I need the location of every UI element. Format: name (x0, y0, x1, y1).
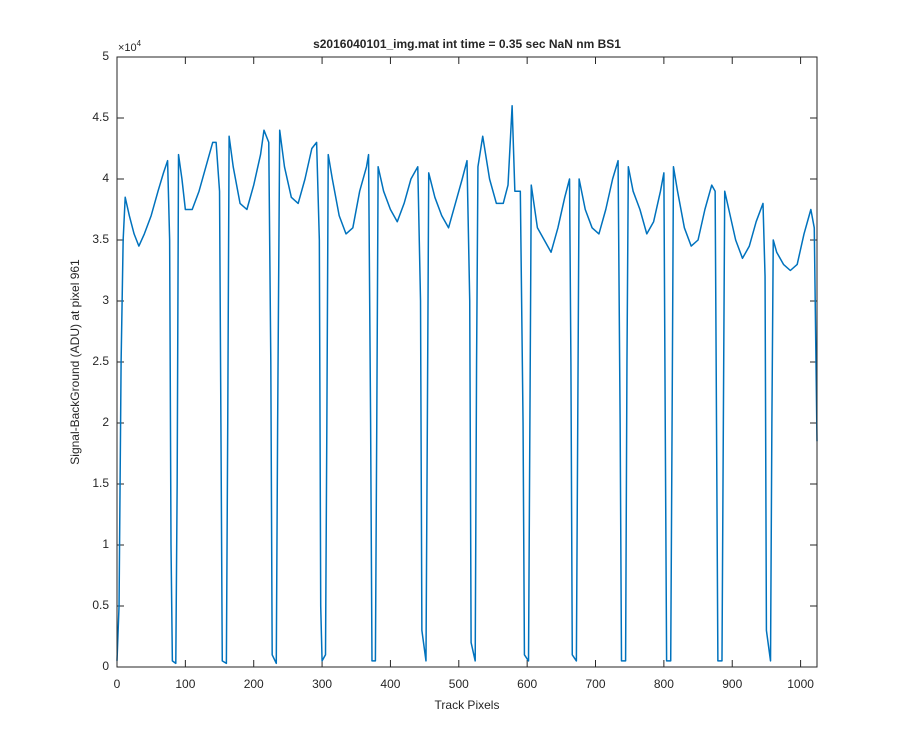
y-tick-label: 1 (102, 537, 109, 551)
x-tick-label: 500 (449, 677, 469, 691)
x-tick-label: 700 (586, 677, 606, 691)
y-tick-label: 4.5 (92, 110, 109, 124)
y-multiplier: ×104 (118, 39, 142, 54)
y-multiplier-base: ×10 (118, 42, 137, 54)
x-tick-label: 400 (380, 677, 400, 691)
y-tick-label: 1.5 (92, 476, 109, 490)
data-line (116, 105, 818, 665)
x-tick-label: 200 (244, 677, 264, 691)
y-tick-label: 4 (102, 171, 109, 185)
y-tick-label: 0.5 (92, 598, 109, 612)
y-tick-label: 3 (102, 293, 109, 307)
y-tick-label: 5 (102, 49, 109, 63)
x-tick-label: 600 (517, 677, 537, 691)
axes-box (116, 56, 818, 668)
x-tick-label: 100 (175, 677, 195, 691)
y-tick-label: 2.5 (92, 354, 109, 368)
plot-area (117, 57, 817, 667)
x-tick-label: 800 (654, 677, 674, 691)
y-tick-label: 2 (102, 415, 109, 429)
x-tick-label: 0 (114, 677, 121, 691)
x-tick-label: 300 (312, 677, 332, 691)
x-tick-label: 900 (722, 677, 742, 691)
x-tick-label: 1000 (787, 677, 814, 691)
chart-title: s2016040101_img.mat int time = 0.35 sec … (313, 37, 621, 51)
plot-layer: 0 100 200 300 400 500 600 700 800 900 1000 0 0.5 1 1.5… (92, 49, 818, 691)
y-multiplier-exponent: 4 (137, 39, 142, 48)
y-tick-label: 0 (102, 659, 109, 673)
y-axis-label: Signal-BackGround (ADU) at pixel 961 (68, 259, 82, 465)
y-tick-label: 3.5 (92, 232, 109, 246)
x-axis-label: Track Pixels (435, 698, 500, 712)
